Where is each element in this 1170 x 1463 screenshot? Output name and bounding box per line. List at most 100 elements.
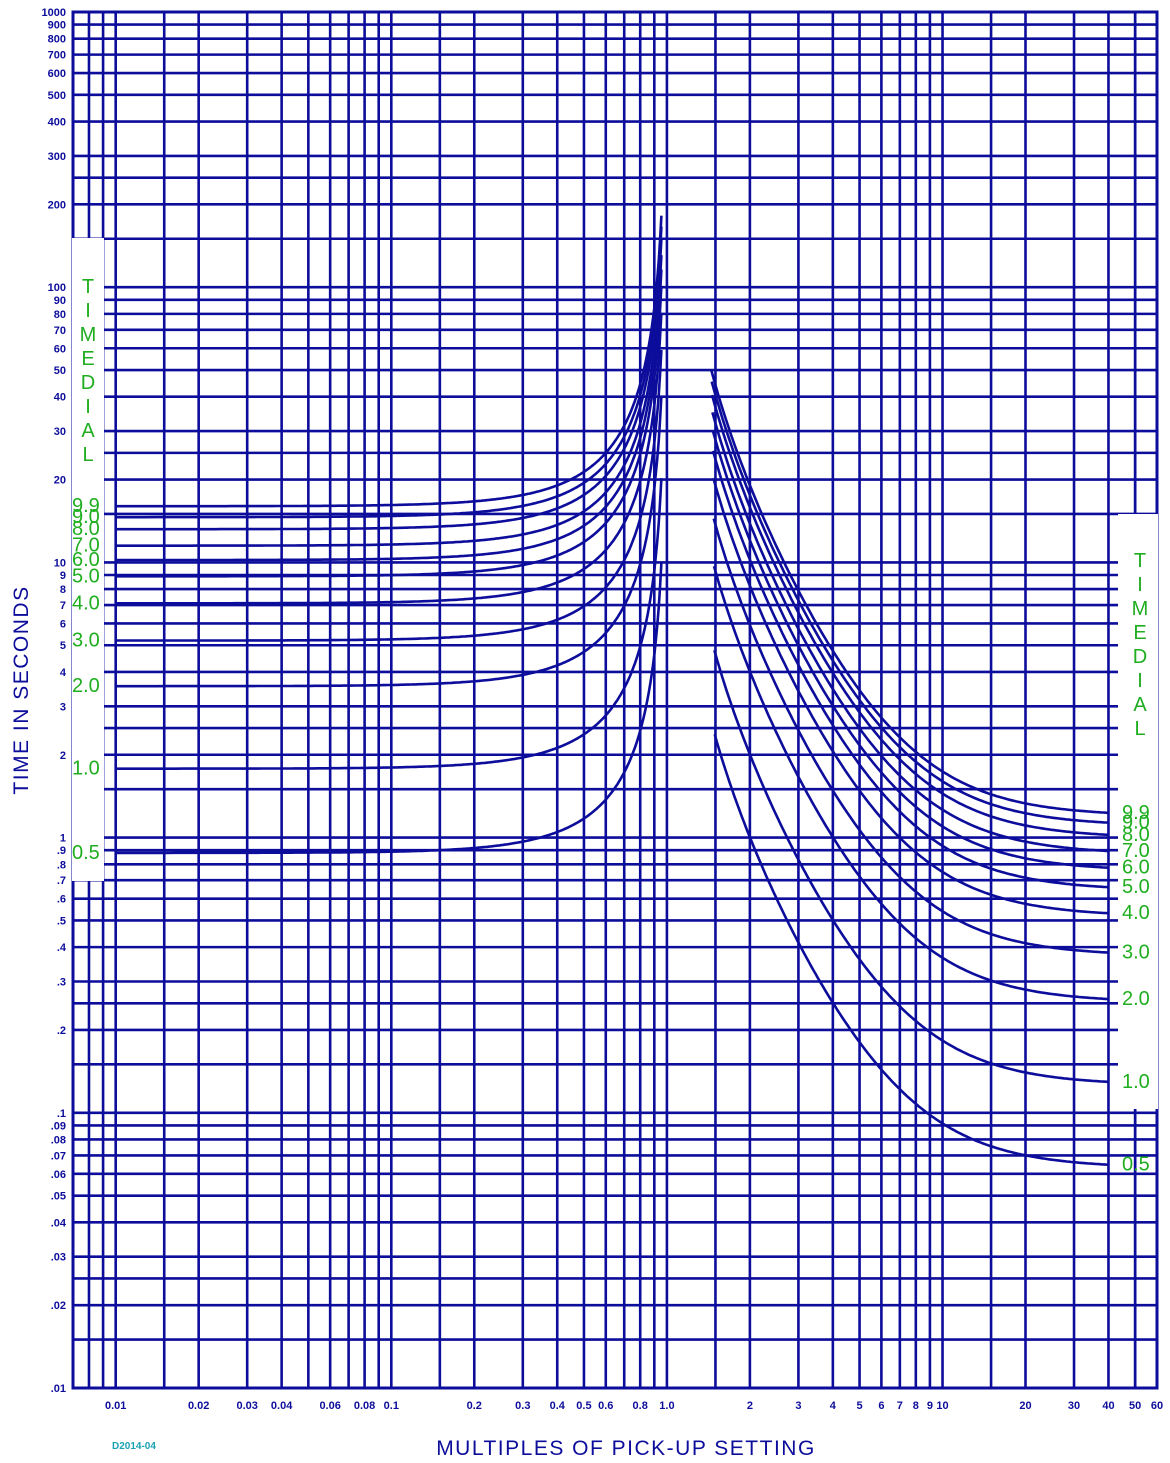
- x-tick-label: 0.2: [467, 1400, 482, 1412]
- x-tick-label: 20: [1019, 1400, 1031, 1412]
- x-tick-label: 0.4: [550, 1400, 566, 1412]
- y-axis-label: TIME IN SECONDS: [10, 585, 33, 794]
- x-tick-label: 0.3: [515, 1400, 530, 1412]
- x-tick-label: 7: [897, 1400, 903, 1412]
- dial-label-right-9.9: 9.9: [1122, 802, 1150, 824]
- time-dial-letter-left: D: [81, 372, 95, 394]
- dial-label-left-9.9: 9.9: [72, 495, 100, 517]
- curve-operate-dial-9.0: [710, 381, 1109, 824]
- y-tick-label: 1000: [42, 7, 66, 19]
- x-tick-label: 0.03: [236, 1400, 257, 1412]
- y-tick-label: 4: [60, 667, 67, 679]
- y-tick-label: 90: [54, 295, 66, 307]
- curve-operate-dial-5.0: [711, 450, 1109, 889]
- curve-operate-dial-7.0: [711, 412, 1109, 853]
- x-tick-label: 0.08: [354, 1400, 375, 1412]
- y-tick-label: 300: [48, 151, 66, 163]
- y-tick-label: .05: [51, 1191, 66, 1203]
- curve-operate-dial-0.5: [713, 733, 1109, 1166]
- time-dial-letter-left: T: [82, 276, 94, 298]
- y-tick-label: .04: [51, 1217, 67, 1229]
- y-tick-label: 50: [54, 365, 66, 377]
- x-tick-label: 2: [747, 1400, 753, 1412]
- y-tick-label: 6: [60, 618, 66, 630]
- y-tick-label: .6: [57, 894, 66, 906]
- y-tick-label: 500: [48, 90, 66, 102]
- y-tick-label: 40: [54, 392, 66, 404]
- curves: [115, 215, 1109, 1166]
- dial-labels: 9.99.99.09.08.08.07.07.06.06.05.05.04.04…: [72, 276, 1150, 1176]
- curve-reset-dial-0.5: [115, 562, 663, 855]
- time-dial-letter-left: A: [81, 420, 95, 442]
- dial-label-right-3.0: 3.0: [1122, 942, 1150, 964]
- x-tick-label: 30: [1068, 1400, 1080, 1412]
- y-tick-label: .09: [51, 1120, 66, 1132]
- y-tick-label: 3: [60, 701, 66, 713]
- curve-reset-dial-9.0: [115, 226, 663, 519]
- time-dial-letter-left: I: [85, 300, 91, 322]
- curve-operate-dial-9.9: [710, 370, 1109, 815]
- curve-reset-dial-9.9: [115, 215, 663, 508]
- curve-operate-dial-4.0: [712, 477, 1109, 915]
- x-tick-label: 0.5: [576, 1400, 591, 1412]
- x-tick-label: 0.6: [598, 1400, 613, 1412]
- dial-label-right-9.0: 9.0: [1122, 812, 1150, 834]
- dial-label-right-5.0: 5.0: [1122, 876, 1150, 898]
- curve-operate-dial-8.0: [710, 394, 1109, 837]
- dial-label-box-right: [1118, 514, 1158, 1109]
- y-tick-label: 900: [48, 20, 66, 32]
- dial-label-left-1.0: 1.0: [72, 758, 100, 780]
- x-tick-label: 60: [1151, 1400, 1163, 1412]
- y-tick-label: 700: [48, 50, 66, 62]
- dial-label-left-9.0: 9.0: [72, 506, 100, 528]
- y-tick-label: 100: [48, 282, 66, 294]
- dial-label-left-7.0: 7.0: [72, 535, 100, 557]
- plot-frame: [71, 10, 1159, 1390]
- x-tick-label: 50: [1129, 1400, 1141, 1412]
- curve-operate-dial-6.0: [711, 429, 1109, 869]
- y-tick-label: .07: [51, 1150, 66, 1162]
- y-tick-label: .01: [51, 1383, 66, 1395]
- y-tick-label: 200: [48, 199, 66, 211]
- y-tick-label: .8: [57, 859, 66, 871]
- curve-operate-dial-1.0: [713, 649, 1109, 1084]
- curve-reset-dial-2.0: [115, 395, 663, 688]
- x-tick-label: 40: [1102, 1400, 1114, 1412]
- y-tick-label: 400: [48, 117, 66, 129]
- time-dial-letter-right: E: [1133, 622, 1146, 644]
- dial-label-left-0.5: 0.5: [72, 842, 100, 864]
- dial-label-right-0.5: 0.5: [1122, 1154, 1150, 1176]
- curve-reset-dial-6.0: [115, 269, 663, 562]
- y-tick-label: 8: [60, 584, 66, 596]
- x-tick-label: 10: [936, 1400, 948, 1412]
- y-tick-label: 7: [60, 600, 66, 612]
- time-dial-letter-right: A: [1133, 694, 1147, 716]
- time-dial-letter-left: L: [82, 444, 93, 466]
- y-tick-label: 60: [54, 343, 66, 355]
- time-dial-letter-right: D: [1133, 646, 1147, 668]
- y-tick-label: 1: [60, 833, 66, 845]
- dial-label-right-4.0: 4.0: [1122, 902, 1150, 924]
- time-dial-letter-right: M: [1132, 598, 1149, 620]
- x-tick-label: 0.01: [105, 1400, 126, 1412]
- dial-label-left-4.0: 4.0: [72, 592, 100, 614]
- y-tick-label: .7: [57, 875, 66, 887]
- time-dial-letter-right: I: [1137, 574, 1143, 596]
- y-tick-label: 800: [48, 34, 66, 46]
- curve-reset-dial-4.0: [115, 312, 663, 605]
- y-tick-label: 70: [54, 325, 66, 337]
- y-tick-label: 5: [60, 640, 66, 652]
- dial-label-box-left: [72, 238, 104, 881]
- dial-label-left-2.0: 2.0: [72, 675, 100, 697]
- y-tick-label: 9: [60, 570, 66, 582]
- y-tick-label: .2: [57, 1025, 66, 1037]
- dial-label-right-2.0: 2.0: [1122, 988, 1150, 1010]
- dial-label-right-6.0: 6.0: [1122, 857, 1150, 879]
- x-tick-label: 6: [878, 1400, 884, 1412]
- x-tick-label: 8: [913, 1400, 919, 1412]
- x-tick-labels: 0.01 0.02 0.03 0.04 0.06 0.08 0.1 0.2 0.3 0.4 0.5 0…: [105, 1400, 1163, 1412]
- y-tick-label: 10: [54, 557, 66, 569]
- x-tick-label: 0.1: [384, 1400, 399, 1412]
- y-tick-label: 20: [54, 475, 66, 487]
